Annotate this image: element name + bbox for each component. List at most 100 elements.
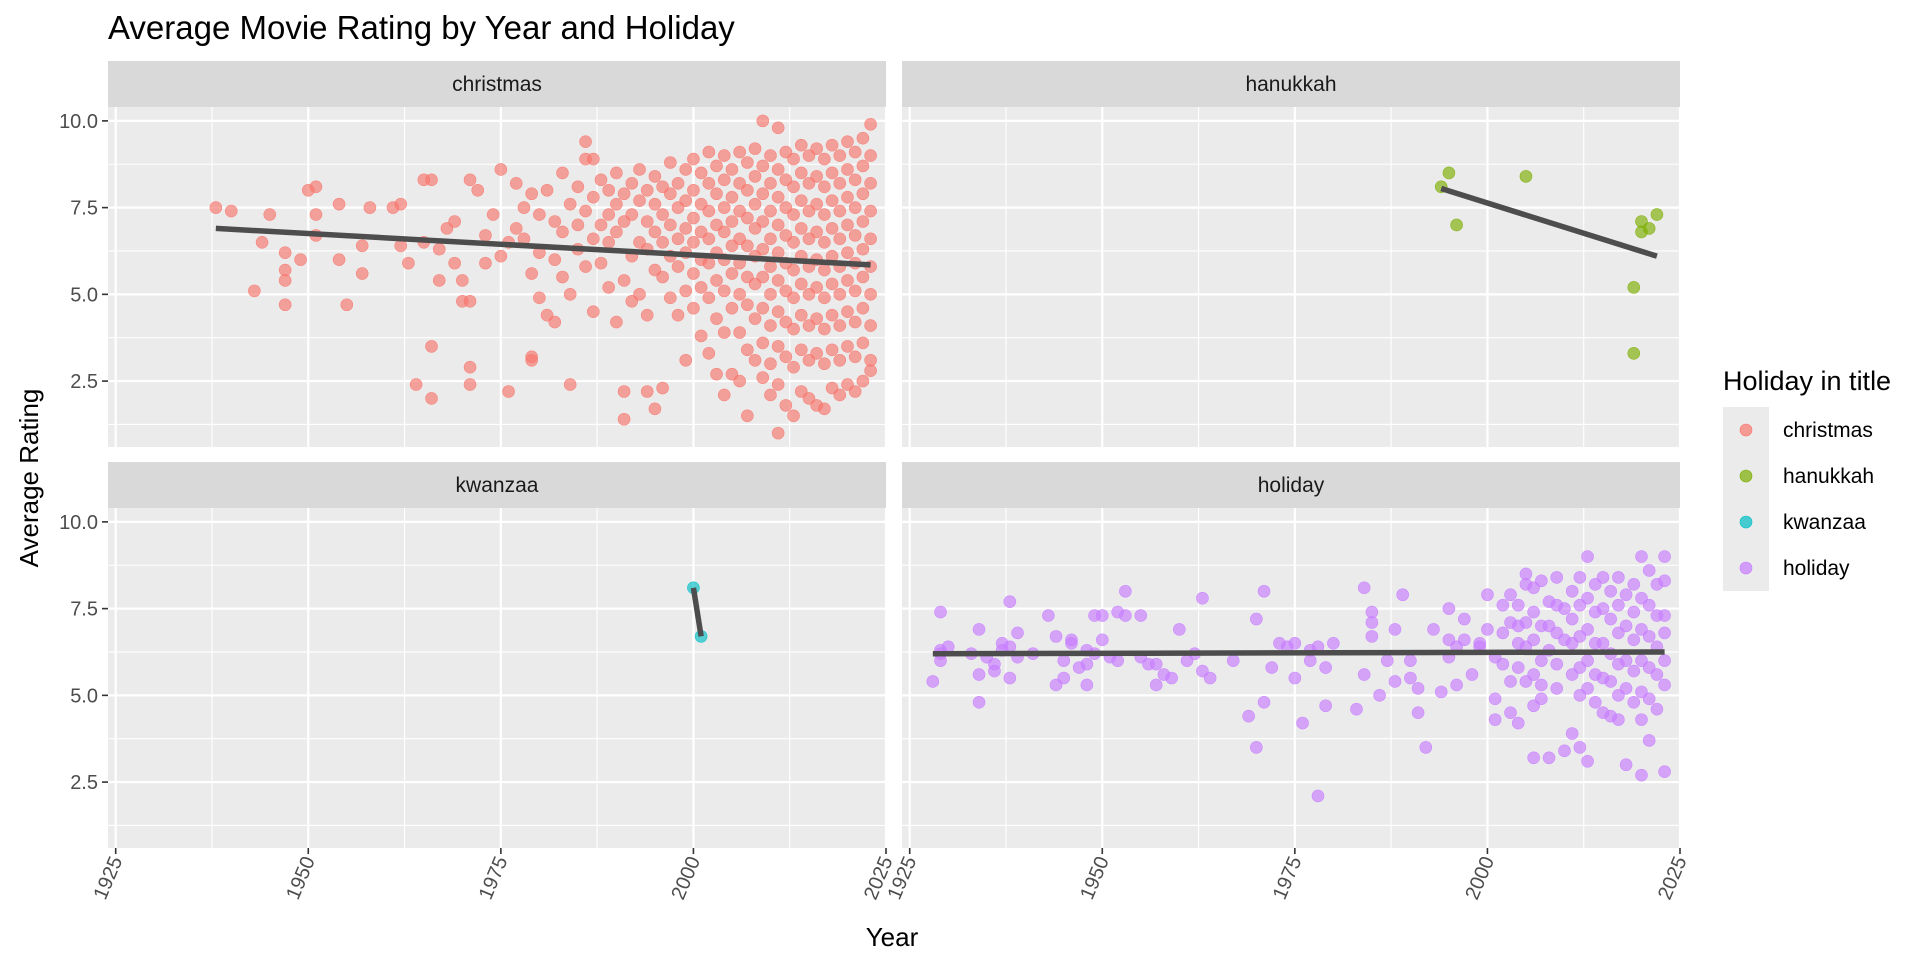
data-point [1450, 678, 1463, 692]
trend-line [932, 649, 1665, 657]
data-point [771, 274, 785, 287]
data-point [1581, 654, 1594, 667]
data-point [856, 187, 870, 201]
data-point [533, 208, 546, 221]
data-point [1658, 654, 1671, 667]
data-point [794, 222, 808, 235]
data-point [463, 294, 477, 308]
data-point [833, 288, 847, 301]
strip-background [902, 61, 1680, 107]
data-point [463, 173, 477, 187]
data-point [1658, 765, 1671, 778]
data-point [610, 197, 623, 211]
data-point [717, 149, 731, 162]
data-point [1565, 612, 1579, 626]
data-point [355, 267, 369, 280]
data-point [1581, 591, 1594, 605]
data-point [1042, 609, 1055, 622]
data-point [1257, 695, 1271, 709]
data-point [1558, 602, 1571, 615]
panel-background [108, 508, 886, 848]
data-point [1658, 550, 1671, 563]
data-point [988, 664, 1001, 678]
data-point [1203, 671, 1217, 685]
data-point [756, 159, 770, 173]
data-point [1527, 605, 1540, 619]
y-tick-label: 5.0 [70, 284, 98, 306]
x-axis-title: Year [866, 922, 919, 952]
data-point [1288, 637, 1302, 650]
data-point [741, 409, 754, 423]
data-point [448, 256, 461, 270]
data-point [1257, 584, 1271, 598]
data-point [856, 270, 870, 284]
data-point [656, 270, 669, 284]
data-point [525, 267, 538, 280]
data-point [656, 208, 669, 221]
data-point [548, 315, 562, 329]
data-point [764, 357, 777, 371]
data-point [332, 197, 346, 211]
data-point [771, 426, 785, 440]
data-point [794, 277, 808, 291]
data-point [825, 194, 839, 207]
data-point [1527, 751, 1540, 765]
data-point [1542, 751, 1556, 765]
data-point [664, 187, 677, 201]
data-point [1396, 588, 1409, 602]
data-point [432, 274, 446, 287]
data-point [602, 281, 615, 294]
data-point [309, 208, 323, 221]
data-point [610, 166, 623, 180]
data-point [856, 374, 870, 388]
data-point [640, 385, 654, 398]
data-point [255, 236, 269, 249]
data-point [1057, 654, 1071, 667]
data-point [856, 242, 870, 256]
data-point [1080, 678, 1094, 692]
data-point [479, 256, 492, 270]
data-point [1635, 713, 1648, 726]
data-point [833, 177, 847, 190]
data-point [1003, 671, 1017, 685]
data-point [664, 218, 677, 232]
data-point [710, 274, 723, 287]
data-point [1465, 668, 1479, 681]
data-point [648, 197, 662, 211]
strip-label: kwanzaa [456, 474, 539, 497]
data-point [1288, 671, 1302, 685]
data-point [1627, 578, 1641, 591]
panel-hanukkah: hanukkah [902, 61, 1682, 447]
data-point [633, 288, 646, 301]
data-point [1388, 623, 1402, 636]
data-point [556, 270, 569, 284]
data-point [1003, 595, 1017, 608]
legend-key-holiday [1739, 561, 1753, 575]
data-point [1173, 623, 1186, 636]
data-point [702, 145, 716, 159]
data-point [617, 274, 631, 287]
data-point [425, 340, 438, 353]
data-point [841, 163, 854, 176]
data-point [656, 236, 669, 249]
data-point [1357, 668, 1371, 681]
data-point [1627, 695, 1641, 709]
data-point [540, 183, 554, 197]
data-point [856, 301, 870, 315]
data-point [1535, 654, 1548, 667]
data-point [694, 166, 708, 180]
data-point [787, 409, 800, 423]
data-point [571, 218, 585, 232]
data-point [756, 371, 770, 384]
data-point [818, 208, 831, 221]
data-point [771, 305, 785, 318]
data-point [1627, 347, 1641, 360]
data-point [1635, 768, 1648, 782]
data-point [856, 336, 870, 350]
data-point [818, 152, 831, 166]
data-point [278, 298, 292, 312]
data-point [1642, 692, 1656, 706]
data-point [794, 138, 808, 152]
